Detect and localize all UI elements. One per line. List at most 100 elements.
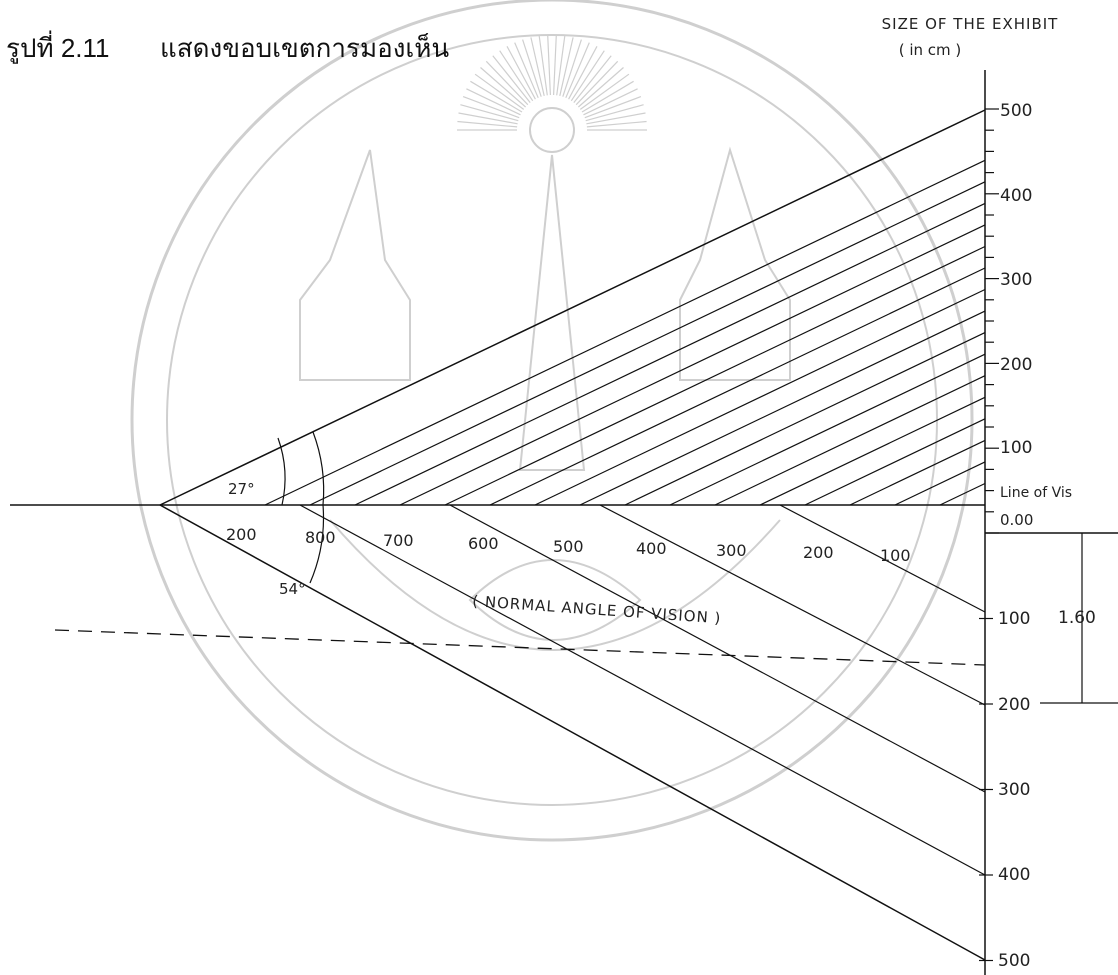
- hatch-line: [534, 288, 986, 506]
- angle-27-arc: [277, 437, 286, 506]
- seal-ray: [581, 80, 634, 113]
- size-label: 100: [1000, 438, 1032, 458]
- line-of-vision-label: Line of Vis: [1000, 485, 1072, 501]
- lower-view-line: [779, 504, 986, 613]
- size-label: 400: [1000, 186, 1032, 206]
- upper-view-lines: [159, 109, 986, 506]
- seal-ray: [499, 50, 534, 102]
- seal-ray: [485, 60, 529, 106]
- seal-ray: [553, 35, 557, 96]
- seal-ray: [583, 88, 638, 116]
- university-seal-icon: [130, 0, 974, 842]
- seal-ray: [586, 120, 647, 128]
- seal-ray: [530, 37, 545, 97]
- eye-height-label: 1.60: [1058, 608, 1096, 628]
- seal-ray: [579, 73, 630, 110]
- axis-unit: ( in cm ): [899, 41, 962, 59]
- hatch-line: [489, 267, 986, 506]
- hatch-line: [714, 375, 986, 506]
- hatch-line: [804, 418, 986, 506]
- size-label: 100: [998, 609, 1030, 629]
- seal-ray: [556, 35, 566, 96]
- angle-54-outer-arc: [312, 431, 325, 506]
- seal-ray: [578, 67, 624, 108]
- eye-height-dimension: 1.60: [1040, 533, 1118, 704]
- size-label: 200: [1000, 355, 1032, 375]
- seal-ray: [547, 35, 551, 96]
- seal-ray: [462, 96, 520, 119]
- distance-label: 500: [553, 537, 584, 556]
- distance-label: 300: [716, 541, 747, 560]
- size-label: 300: [998, 780, 1030, 800]
- seal-ray: [562, 39, 582, 97]
- lower-fan-line: [159, 504, 986, 961]
- size-label: 500: [998, 951, 1030, 971]
- seal-ray: [474, 73, 525, 110]
- hatch-line: [399, 224, 986, 506]
- seal-ray: [573, 55, 612, 103]
- hatch-line: [354, 202, 986, 506]
- seal-ray: [480, 67, 526, 108]
- distance-label: 200: [803, 543, 834, 562]
- angle-27-label: 27°: [228, 480, 255, 498]
- seal-ray: [522, 39, 542, 97]
- distance-label: 400: [636, 539, 667, 558]
- size-label: 300: [1000, 270, 1032, 290]
- lower-view-line: [299, 504, 986, 876]
- upper-axis-labels: 500 400 300 200 100 Line of Vis 0.00: [1000, 101, 1072, 529]
- seal-ray: [568, 46, 598, 100]
- seal-ray: [492, 55, 531, 103]
- figure-title: แสดงขอบเขตการมองเห็น: [160, 32, 449, 63]
- lower-axis-labels: 100 200 300 400 500: [998, 609, 1030, 971]
- seal-ray: [458, 112, 518, 125]
- hatch-line: [444, 245, 986, 506]
- seal-ray: [570, 50, 605, 102]
- hatch-line: [894, 461, 986, 506]
- figure-caption: รูปที่ 2.11 แสดงขอบเขตการมองเห็น: [6, 30, 449, 64]
- distance-label: 200: [226, 525, 257, 544]
- seal-ray: [506, 46, 536, 100]
- size-label: 200: [998, 695, 1030, 715]
- seal-ray: [584, 96, 642, 119]
- hatch-line: [939, 482, 986, 506]
- angle-54-lower-arc: [309, 504, 325, 584]
- size-label: 400: [998, 865, 1030, 885]
- zero-label: 0.00: [1000, 511, 1033, 529]
- lower-view-lines: [159, 504, 986, 961]
- hatch-line: [759, 396, 986, 506]
- figure-number: รูปที่ 2.11: [6, 30, 110, 64]
- hatch-line: [309, 181, 986, 506]
- seal-ray: [457, 120, 518, 128]
- lower-view-line: [599, 504, 986, 706]
- hatch-line: [264, 159, 986, 506]
- hatch-line: [669, 353, 986, 506]
- distance-label: 100: [880, 546, 911, 565]
- hatch-line: [849, 439, 986, 506]
- seal-ray: [586, 112, 646, 125]
- seal-ray: [466, 88, 521, 116]
- seal-ray: [565, 42, 590, 99]
- normal-angle-label: ( NORMAL ANGLE OF VISION ): [472, 592, 722, 627]
- seal-ray: [470, 80, 523, 113]
- visual-field-hatching: [264, 159, 986, 506]
- upper-fan-line: [159, 109, 986, 506]
- hatch-line: [579, 310, 986, 506]
- angle-54-label: 54°: [279, 580, 306, 598]
- seal-ray: [538, 35, 548, 96]
- seal-ray: [575, 60, 619, 106]
- axis-title: SIZE OF THE EXHIBIT: [882, 15, 1059, 33]
- seal-ray: [514, 42, 539, 99]
- distance-label: 600: [468, 534, 499, 553]
- hatch-line: [624, 332, 986, 506]
- distance-label: 800: [305, 528, 336, 547]
- distance-labels: 200 800 700 600 500 400 300 200 100: [226, 525, 911, 565]
- seal-ray: [460, 104, 519, 122]
- distance-label: 700: [383, 531, 414, 550]
- seal-ray: [585, 104, 644, 122]
- axis-ticks: [979, 108, 999, 962]
- eye-level-dashed-line: [54, 629, 986, 666]
- lower-view-line: [449, 504, 986, 793]
- size-label: 500: [1000, 101, 1032, 121]
- seal-ray: [559, 37, 574, 97]
